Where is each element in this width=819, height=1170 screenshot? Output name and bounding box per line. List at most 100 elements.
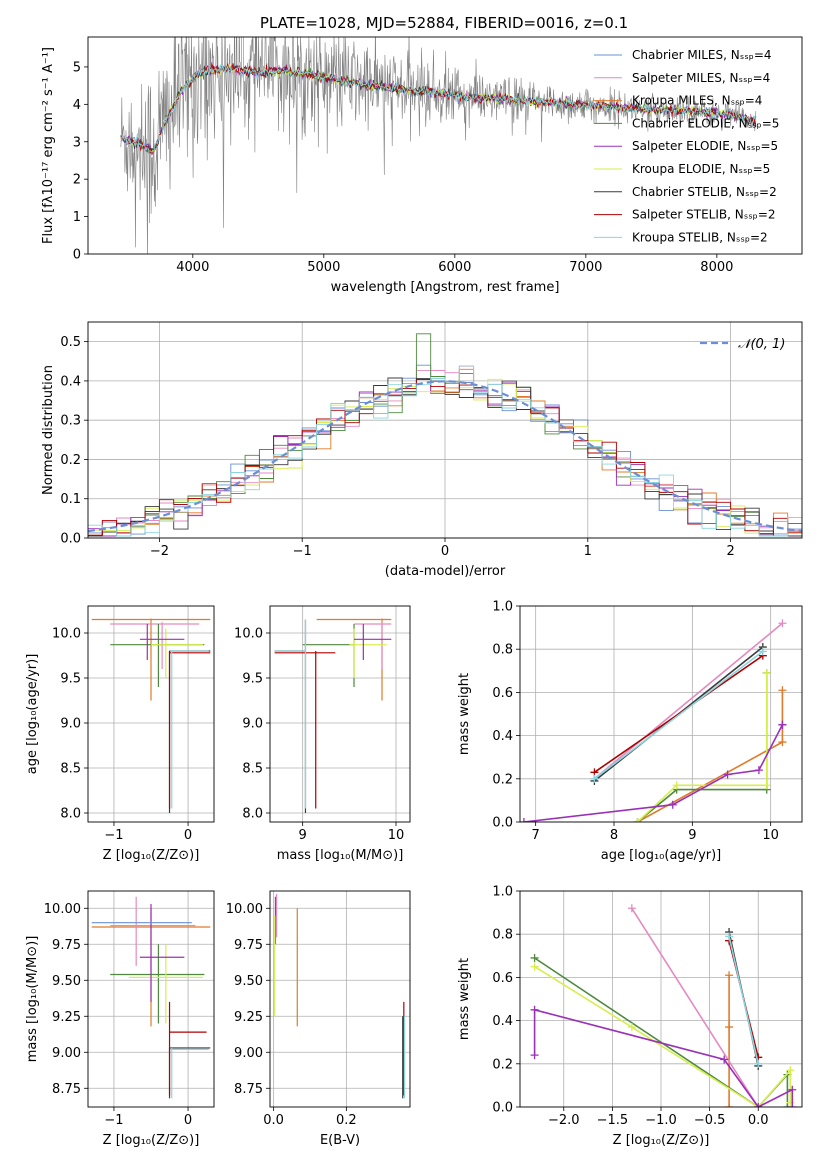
y-tick-label: 8.5	[60, 762, 81, 777]
y-tick-label: 3	[73, 135, 81, 150]
y-tick-label: 2	[73, 173, 81, 188]
legend-entry: Kroupa MILES, Nₛₛₚ=4	[632, 94, 762, 108]
y-tick-label: 9.0	[60, 717, 81, 732]
mass_vs_z-ylabel: mass [log₁₀(M/M⊙)]	[25, 936, 40, 1063]
x-tick-label: 8000	[700, 260, 733, 275]
marker-kroupa_elodie	[762, 781, 771, 790]
age_vs_z-frame	[87, 605, 215, 823]
x-tick-label: −1	[293, 544, 312, 559]
y-tick-label: 8.75	[234, 1082, 263, 1097]
legend-entry: 𝒩(0, 1)	[738, 337, 785, 352]
y-tick-label: 0.4	[492, 1014, 513, 1029]
y-tick-label: 9.5	[242, 672, 263, 687]
x-tick-label: 0.0	[263, 1113, 284, 1128]
marker-chabrier_elodie	[530, 953, 539, 962]
massweight_vs_age-panel: 7 8 9 10 0.0 0.2 0.4 0.6 0.8 1.0 age [log₁₀(age/yr…	[457, 600, 803, 863]
y-tick-label: 1.0	[492, 600, 513, 615]
marker-chabrier_elodie	[783, 1103, 792, 1107]
x-tick-label: −1.0	[645, 1113, 677, 1128]
y-tick-label: 9.5	[60, 672, 81, 687]
marker-salpeter_elodie	[530, 1005, 539, 1014]
series-kroupa_elodie	[534, 965, 792, 1107]
marker-salpeter_elodie	[530, 1051, 539, 1060]
y-tick-label: 8.0	[242, 807, 263, 822]
age_vs_mass-panel: 9 10 8.0 8.5 9.0 9.5 10.0 mass [log₁₀(M/M⊙)]	[234, 605, 411, 863]
age_vs_mass-frame	[269, 605, 411, 823]
y-tick-label: 5	[73, 60, 81, 75]
y-tick-label: 0	[73, 248, 81, 263]
x-tick-label: −1.5	[597, 1113, 629, 1128]
marker-kroupa_miles	[725, 1023, 734, 1032]
y-tick-label: 9.0	[242, 717, 263, 732]
age_vs_z-xlabel: Z [log₁₀(Z/Z⊙)]	[103, 848, 200, 863]
x-tick-label: 0	[184, 828, 192, 843]
y-tick-label: 8.5	[242, 762, 263, 777]
residuals-ylabel: Normed distribution	[41, 365, 56, 495]
y-tick-label: 9.00	[52, 1046, 81, 1061]
y-tick-label: 0.8	[492, 928, 513, 943]
legend-entry: Salpeter ELODIE, Nₛₛₚ=5	[632, 139, 778, 153]
series-kroupa_stelib	[728, 936, 759, 1064]
marker-kroupa_elodie	[530, 962, 539, 971]
y-tick-label: 10.00	[226, 902, 263, 917]
y-tick-label: 0.0	[492, 816, 513, 831]
marker-salpeter_miles	[778, 619, 787, 628]
massweight_vs_age-plot-area	[520, 606, 802, 822]
mass_vs_z-panel: −1 0 8.75 9.00 9.25 9.50 9.75 10.00 Z [log₁₀(Z/Z…	[25, 890, 215, 1148]
x-tick-label: 2	[726, 544, 734, 559]
marker-kroupa_elodie	[633, 818, 642, 822]
y-tick-label: 1.0	[492, 885, 513, 900]
y-tick-label: 0.0	[492, 1101, 513, 1116]
legend-entry: Kroupa STELIB, Nₛₛₚ=2	[632, 230, 768, 244]
x-tick-label: 7000	[569, 260, 602, 275]
marker-kroupa_elodie	[627, 1023, 636, 1032]
marker-kroupa_miles	[725, 1103, 734, 1107]
series-kroupa_elodie	[636, 673, 768, 822]
histogram-salpeter_stelib	[88, 378, 802, 536]
y-tick-label: 9.75	[234, 938, 263, 953]
mass_vs_ebv-plot-area	[270, 891, 410, 1107]
mass_vs_ebv-panel: 0.0 0.2 8.75 9.00 9.25 9.50 9.75 10.00 E(B-V)	[226, 890, 411, 1148]
x-tick-label: 9	[688, 828, 696, 843]
spectrum-ylabel: Flux [fλ10⁻¹⁷ erg cm⁻² s⁻¹ A⁻¹]	[41, 47, 56, 244]
age_vs_mass-xlabel: mass [log₁₀(M/M⊙)]	[277, 848, 404, 863]
x-tick-label: 0.2	[336, 1113, 357, 1128]
x-tick-label: 1	[584, 544, 592, 559]
mass_vs_ebv-xlabel: E(B-V)	[320, 1133, 360, 1148]
mass_vs_z-xlabel: Z [log₁₀(Z/Z⊙)]	[103, 1133, 200, 1148]
legend-entry: Kroupa ELODIE, Nₛₛₚ=5	[632, 162, 770, 176]
spectrum-frame	[87, 36, 803, 255]
age_vs_z-plot-area	[88, 606, 214, 822]
y-tick-label: 0.3	[60, 414, 81, 429]
marker-salpeter_elodie	[754, 766, 763, 775]
x-tick-label: −1	[104, 1113, 123, 1128]
legend-entry: Salpeter MILES, Nₛₛₚ=4	[632, 71, 770, 85]
histogram-kroupa_stelib	[88, 365, 802, 537]
y-tick-label: 9.50	[234, 974, 263, 989]
age_vs_z-ylabel: age [log₁₀(age/yr)]	[25, 654, 40, 775]
marker-kroupa_elodie	[672, 781, 681, 790]
marker-salpeter_elodie	[520, 818, 528, 822]
x-tick-label: 0	[184, 1113, 192, 1128]
legend-entry: Chabrier MILES, Nₛₛₚ=4	[632, 48, 772, 62]
series-salpeter_elodie	[533, 1008, 794, 1107]
legend-entry: Chabrier ELODIE, Nₛₛₚ=5	[632, 116, 779, 130]
y-tick-label: 9.50	[52, 974, 81, 989]
legend-entry: Salpeter STELIB, Nₛₛₚ=2	[632, 208, 776, 222]
spectrum-xlabel: wavelength [Angstrom, rest frame]	[331, 280, 560, 295]
y-tick-label: 1	[73, 210, 81, 225]
x-tick-label: 10	[762, 828, 779, 843]
mass_vs_ebv-frame	[269, 890, 411, 1108]
y-tick-label: 9.00	[234, 1046, 263, 1061]
y-tick-label: 10.0	[52, 627, 81, 642]
legend-entry: Chabrier STELIB, Nₛₛₚ=2	[632, 185, 777, 199]
spectrum-plot-area	[120, 37, 757, 254]
x-tick-label: −2.0	[548, 1113, 580, 1128]
x-tick-label: −1	[104, 828, 123, 843]
x-tick-label: 0	[441, 544, 449, 559]
y-tick-label: 9.25	[234, 1010, 263, 1025]
massweight_vs_z-panel: −2.0 −1.5 −1.0 −0.5 0.0 0.0 0.2 0.4 0.6 0.8 1.0 Z […	[457, 885, 803, 1148]
y-tick-label: 0.2	[60, 453, 81, 468]
marker-kroupa_miles	[778, 686, 787, 695]
y-tick-label: 9.75	[52, 938, 81, 953]
